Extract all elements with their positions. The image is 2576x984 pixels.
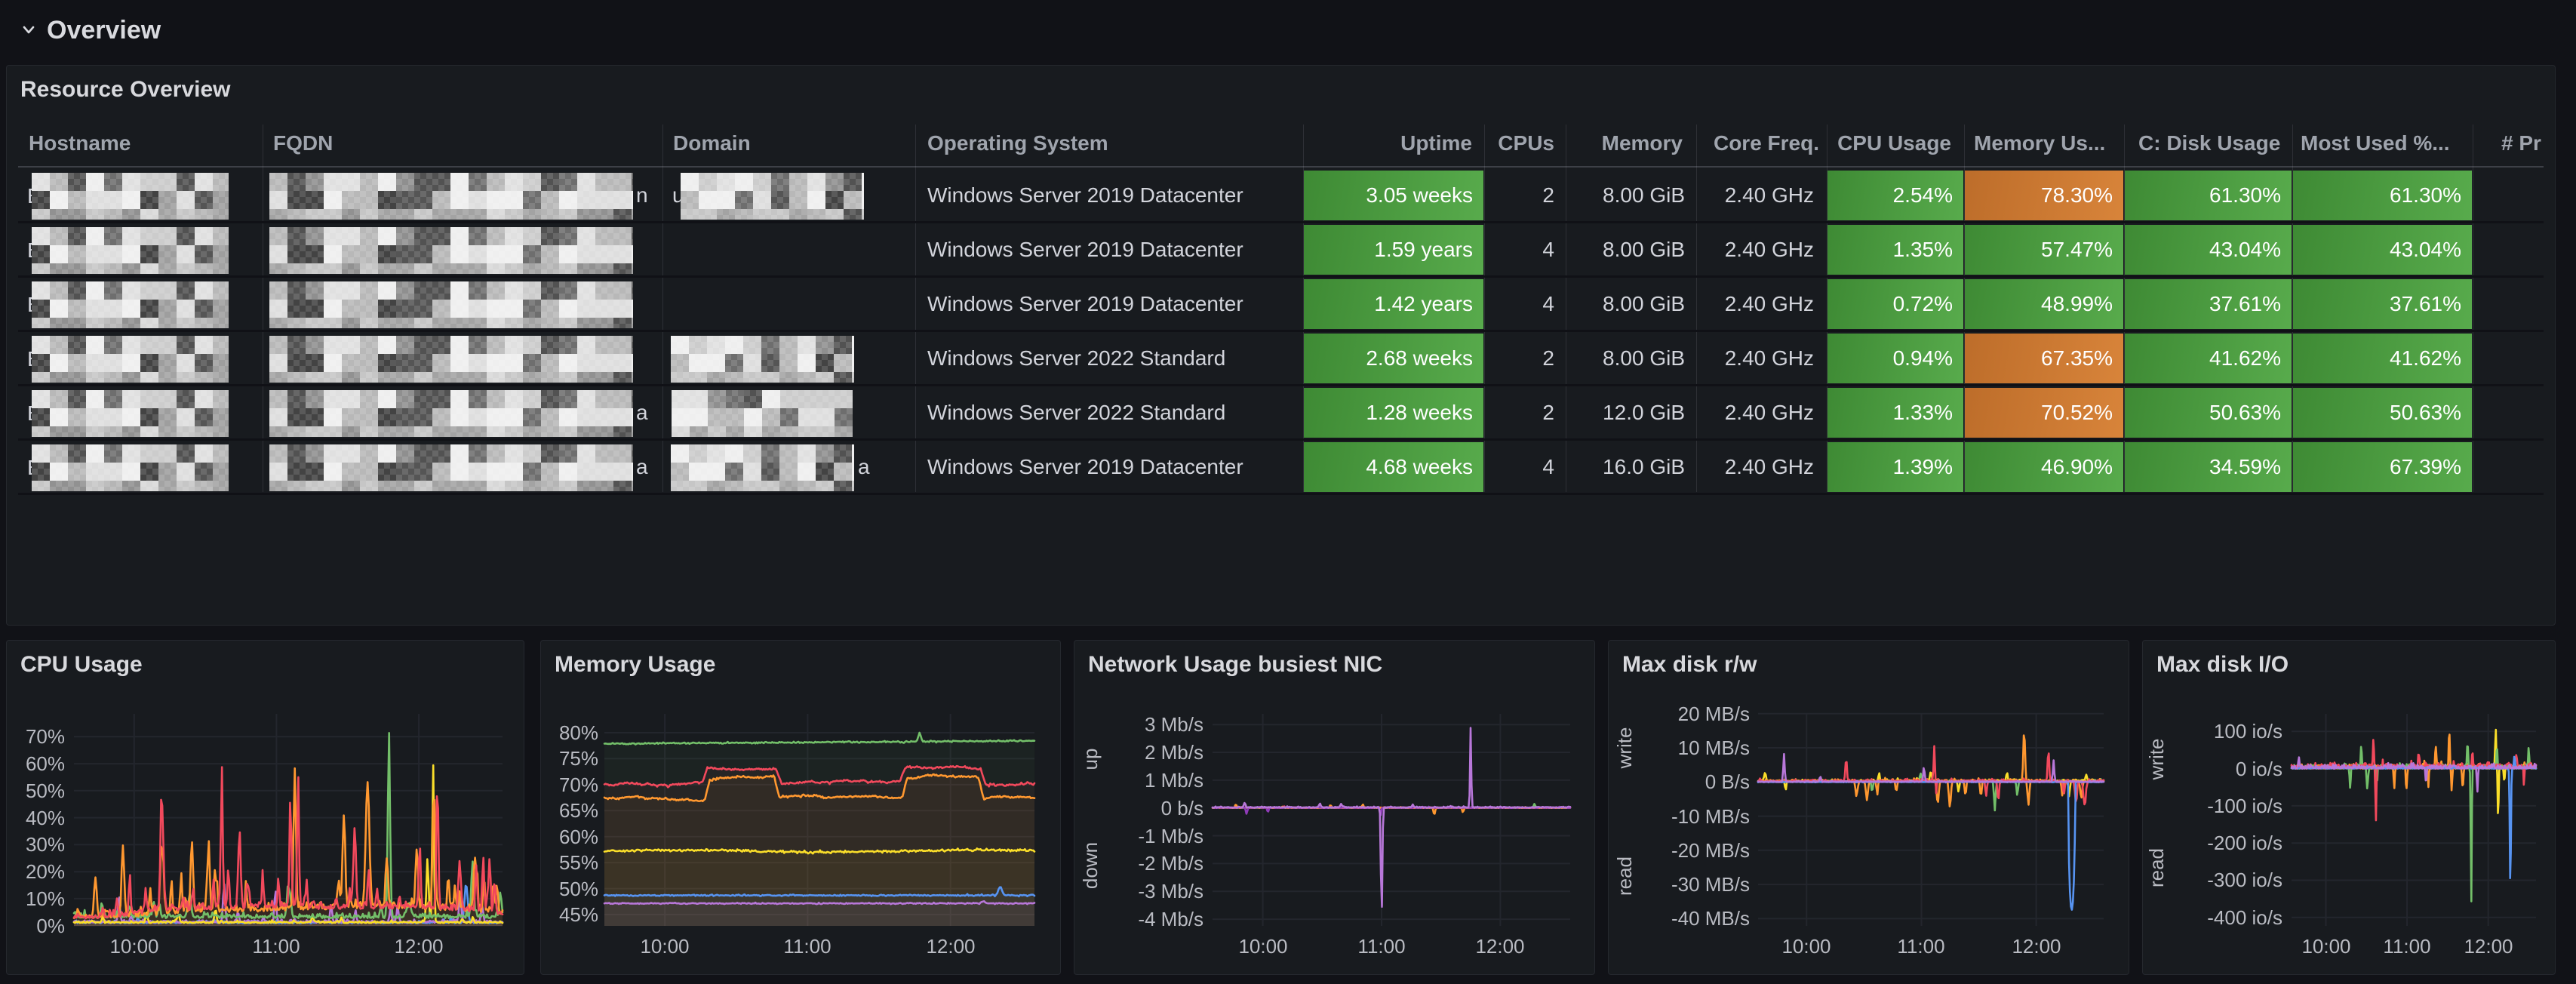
svg-text:12:00: 12:00: [2012, 935, 2061, 958]
svg-text:60%: 60%: [559, 826, 598, 848]
svg-text:write: write: [2145, 739, 2168, 781]
svg-text:-20 MB/s: -20 MB/s: [1671, 839, 1750, 862]
svg-text:-1 Mb/s: -1 Mb/s: [1138, 825, 1203, 847]
svg-text:0 b/s: 0 b/s: [1161, 797, 1203, 819]
svg-text:60%: 60%: [26, 752, 65, 775]
svg-text:50%: 50%: [559, 878, 598, 900]
svg-text:3 Mb/s: 3 Mb/s: [1145, 713, 1203, 736]
svg-text:20%: 20%: [26, 860, 65, 883]
svg-text:-400 io/s: -400 io/s: [2207, 906, 2282, 929]
svg-text:10:00: 10:00: [109, 935, 158, 958]
svg-text:write: write: [1613, 727, 1636, 770]
svg-text:-100 io/s: -100 io/s: [2207, 795, 2282, 817]
svg-text:-200 io/s: -200 io/s: [2207, 832, 2282, 854]
svg-text:10%: 10%: [26, 887, 65, 910]
svg-text:12:00: 12:00: [1475, 935, 1524, 958]
svg-text:20 MB/s: 20 MB/s: [1678, 703, 1750, 725]
svg-text:-300 io/s: -300 io/s: [2207, 869, 2282, 891]
svg-text:11:00: 11:00: [783, 935, 831, 958]
svg-text:0%: 0%: [36, 915, 65, 937]
svg-text:-10 MB/s: -10 MB/s: [1671, 805, 1750, 828]
svg-text:11:00: 11:00: [1357, 935, 1405, 958]
svg-text:50%: 50%: [26, 780, 65, 802]
svg-text:10 MB/s: 10 MB/s: [1678, 736, 1750, 759]
svg-text:-3 Mb/s: -3 Mb/s: [1138, 880, 1203, 903]
svg-text:70%: 70%: [26, 725, 65, 748]
svg-text:down: down: [1079, 842, 1102, 889]
svg-text:12:00: 12:00: [2464, 935, 2513, 958]
svg-text:-30 MB/s: -30 MB/s: [1671, 873, 1750, 896]
svg-text:10:00: 10:00: [1238, 935, 1287, 958]
svg-text:70%: 70%: [559, 773, 598, 796]
svg-text:45%: 45%: [559, 903, 598, 926]
svg-text:30%: 30%: [26, 833, 65, 856]
svg-text:80%: 80%: [559, 721, 598, 744]
svg-text:read: read: [1613, 856, 1636, 896]
svg-text:-40 MB/s: -40 MB/s: [1671, 907, 1750, 930]
svg-text:55%: 55%: [559, 851, 598, 874]
svg-text:0 io/s: 0 io/s: [2236, 758, 2282, 780]
svg-text:read: read: [2145, 848, 2168, 887]
svg-text:up: up: [1079, 749, 1102, 770]
svg-text:-2 Mb/s: -2 Mb/s: [1138, 852, 1203, 875]
svg-text:12:00: 12:00: [926, 935, 975, 958]
svg-text:100 io/s: 100 io/s: [2214, 720, 2282, 743]
svg-text:75%: 75%: [559, 747, 598, 770]
svg-text:11:00: 11:00: [1897, 935, 1944, 958]
svg-text:-4 Mb/s: -4 Mb/s: [1138, 908, 1203, 930]
svg-text:12:00: 12:00: [394, 935, 443, 958]
svg-text:0 B/s: 0 B/s: [1705, 770, 1750, 793]
svg-text:65%: 65%: [559, 799, 598, 822]
svg-text:1 Mb/s: 1 Mb/s: [1145, 769, 1203, 792]
svg-text:2 Mb/s: 2 Mb/s: [1145, 741, 1203, 764]
svg-text:11:00: 11:00: [2383, 935, 2430, 958]
svg-text:10:00: 10:00: [2301, 935, 2350, 958]
svg-text:11:00: 11:00: [252, 935, 300, 958]
svg-text:10:00: 10:00: [1781, 935, 1831, 958]
svg-text:10:00: 10:00: [640, 935, 689, 958]
svg-text:40%: 40%: [26, 807, 65, 829]
